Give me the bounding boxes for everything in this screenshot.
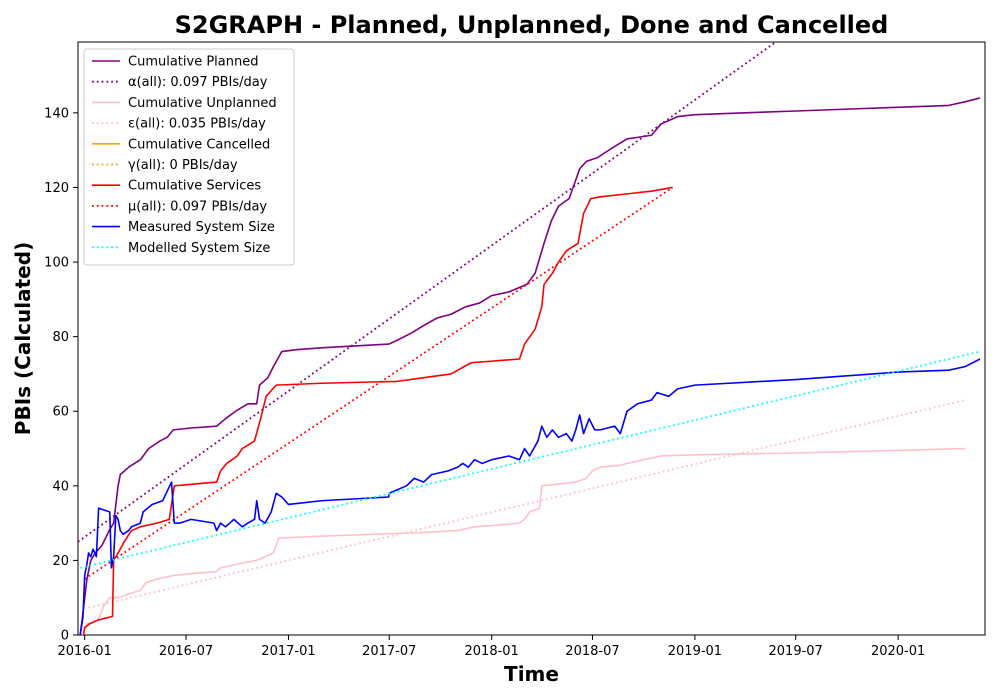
legend-label: Modelled System Size <box>128 241 270 256</box>
legend-label: Cumulative Cancelled <box>128 137 270 152</box>
series-layer <box>78 42 981 635</box>
legend-label: α(all): 0.097 PBIs/day <box>128 75 268 90</box>
x-tick-label: 2017-07 <box>362 644 416 659</box>
x-tick-label: 2017-01 <box>261 644 315 659</box>
x-tick-label: 2016-01 <box>58 644 112 659</box>
legend-label: γ(all): 0 PBIs/day <box>128 158 238 173</box>
series-line-cumulative-services <box>82 186 673 635</box>
x-axis-label: Time <box>504 662 559 686</box>
legend-label: ε(all): 0.035 PBIs/day <box>128 117 266 132</box>
y-tick-label: 140 <box>44 106 69 121</box>
plot-area: 2016-01 2016-07 2017-01 2017-07 2018-01 2018-… <box>44 41 986 659</box>
legend-label: μ(all): 0.097 PBIs/day <box>128 199 267 214</box>
axes-layer: 2016-01 2016-07 2017-01 2017-07 2018-01 2018-… <box>44 106 925 659</box>
series-line-modelled-system-size <box>80 350 981 569</box>
x-tick-label: 2019-07 <box>769 644 823 659</box>
y-tick-label: 80 <box>52 330 69 345</box>
series-line-cumulative-unplanned <box>81 447 966 635</box>
x-tick-label: 2020-01 <box>871 644 925 659</box>
legend-label: Cumulative Services <box>128 179 261 194</box>
y-tick-label: 60 <box>52 405 69 420</box>
legend: Cumulative Planned α(all): 0.097 PBIs/day… <box>83 48 295 266</box>
x-tick-label: 2018-07 <box>565 644 619 659</box>
plot-frame <box>77 41 986 636</box>
x-tick-label: 2019-01 <box>668 644 722 659</box>
series-line-all-0-097-pbis-day <box>78 42 778 543</box>
legend-items: Cumulative Planned α(all): 0.097 PBIs/day… <box>92 55 277 256</box>
x-tick-label: 2018-01 <box>465 644 519 659</box>
legend-label: Cumulative Planned <box>128 55 258 70</box>
chart-title: S2GRAPH - Planned, Unplanned, Done and C… <box>175 11 889 39</box>
legend-label: Measured System Size <box>128 220 275 235</box>
series-line-all-0-035-pbis-day <box>83 399 966 610</box>
y-tick-label: 20 <box>52 554 69 569</box>
legend-label: Cumulative Unplanned <box>128 96 277 111</box>
x-tick-label: 2016-07 <box>159 644 213 659</box>
legend-box <box>83 48 295 266</box>
y-axis-label: PBIs (Calculated) <box>11 242 35 435</box>
series-line-cumulative-planned <box>79 97 981 635</box>
y-tick-label: 40 <box>52 479 69 494</box>
y-tick-label: 0 <box>61 629 69 644</box>
y-tick-label: 100 <box>44 256 69 271</box>
series-line-measured-system-size <box>79 358 981 635</box>
y-tick-label: 120 <box>44 181 69 196</box>
